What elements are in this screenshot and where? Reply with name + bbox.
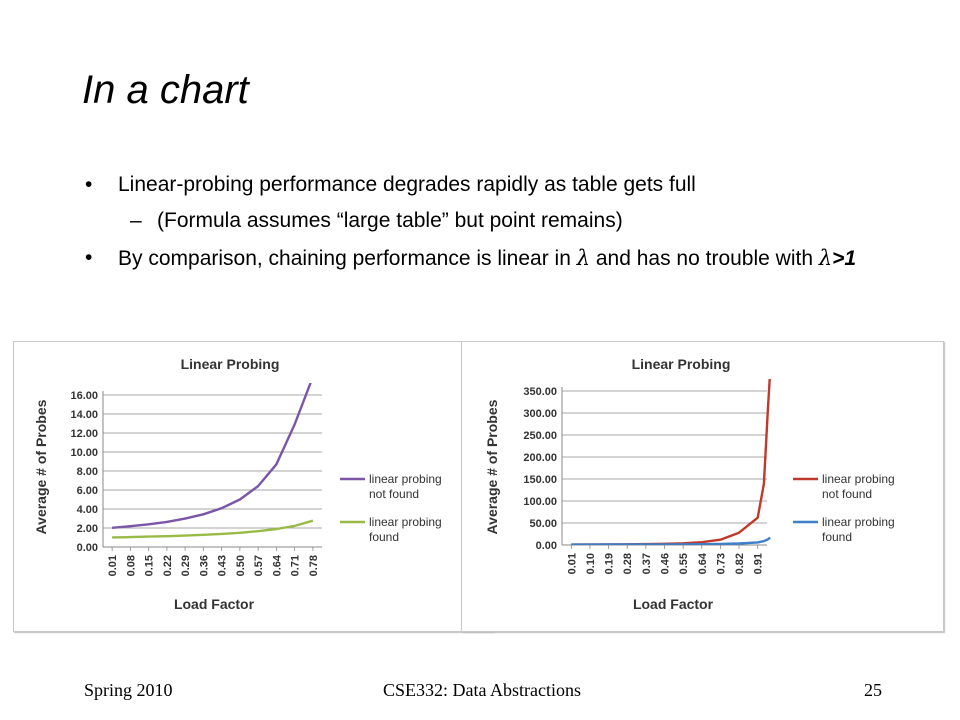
y-tick-label: 300.00 — [523, 408, 557, 420]
x-tick-label: 0.73 — [715, 553, 727, 574]
y-tick-label: 0.00 — [536, 540, 557, 552]
y-tick-label: 350.00 — [523, 386, 557, 398]
bullet-dot: • — [85, 173, 93, 196]
x-tick-label: 0.19 — [604, 553, 616, 574]
x-tick-label: 0.71 — [290, 555, 302, 576]
bullet-text: Linear-probing performance degrades rapi… — [118, 173, 696, 196]
x-tick-label: 0.28 — [622, 553, 634, 574]
bullet-item: • Linear-probing performance degrades ra… — [85, 172, 905, 198]
lambda-symbol: λ — [818, 246, 833, 270]
y-tick-label: 14.00 — [70, 409, 98, 421]
y-tick-label: 250.00 — [523, 430, 557, 442]
chart-linear-probing-large: Linear Probing 0.00 50.00 100.00 150.00 200.0… — [461, 341, 944, 632]
x-axis-title: Load Factor — [174, 596, 255, 612]
y-tick-label: 150.00 — [523, 474, 557, 486]
bullet-item: • By comparison, chaining performance is… — [85, 245, 905, 272]
x-tick-label: 0.37 — [641, 553, 653, 574]
y-tick-label: 2.00 — [77, 523, 98, 535]
bullet-text-part: By comparison, chaining performance is l… — [118, 247, 577, 270]
chart-title: Linear Probing — [181, 356, 280, 372]
legend-label: found — [822, 530, 852, 544]
x-tick-label: 0.55 — [678, 553, 690, 574]
lambda-symbol: λ — [576, 246, 591, 270]
x-tick-label: 0.10 — [585, 553, 597, 574]
legend-label: found — [369, 530, 399, 544]
y-tick-label: 16.00 — [70, 390, 98, 402]
y-tick-label: 12.00 — [70, 428, 98, 440]
x-axis-title: Load Factor — [633, 596, 714, 612]
bullet-text-part: and has no trouble with — [590, 247, 819, 270]
bullet-dot: • — [85, 246, 93, 269]
y-tick-label: 100.00 — [523, 496, 557, 508]
y-tick-label: 0.00 — [77, 542, 98, 554]
chart-svg: Linear Probing 0.00 50.00 100.00 150.00 200.0… — [484, 356, 895, 612]
greater-than-one: >1 — [832, 247, 857, 270]
series-line — [112, 519, 314, 539]
series-line — [571, 536, 771, 545]
x-tick-label: 0.64 — [271, 554, 283, 576]
y-tick-label: 8.00 — [77, 466, 98, 478]
y-tick-label: 10.00 — [70, 447, 98, 459]
series-line — [111, 383, 312, 529]
slide-title: In a chart — [82, 68, 249, 112]
sub-bullet-item: – (Formula assumes “large table” but poi… — [85, 208, 905, 234]
x-tick-label: 0.64 — [697, 552, 709, 574]
y-tick-label: 50.00 — [529, 518, 557, 530]
bullet-list: • Linear-probing performance degrades ra… — [85, 172, 905, 272]
footer-page-number: 25 — [864, 680, 882, 700]
footer-date: Spring 2010 — [84, 680, 173, 700]
legend-label: linear probing — [369, 472, 442, 486]
chart-linear-probing-small: Linear Probing 0.00 2.00 4.00 6.00 8.00 10.00 1… — [13, 341, 494, 632]
y-tick-label: 6.00 — [77, 485, 98, 497]
y-axis-title: Average # of Probes — [484, 399, 500, 534]
x-tick-label: 0.91 — [753, 553, 765, 574]
x-tick-label: 0.08 — [125, 555, 137, 576]
legend-label: linear probing — [369, 515, 442, 529]
y-tick-label: 200.00 — [523, 452, 557, 464]
legend-label: linear probing — [822, 515, 895, 529]
legend-label: not found — [369, 487, 419, 501]
x-tick-label: 0.15 — [144, 555, 156, 576]
x-tick-label: 0.46 — [660, 553, 672, 574]
x-tick-label: 0.57 — [253, 555, 265, 576]
x-tick-label: 0.22 — [162, 555, 174, 576]
sub-bullet-text: (Formula assumes “large table” but point… — [157, 209, 623, 232]
x-tick-label: 0.36 — [198, 555, 210, 576]
series-line — [571, 379, 771, 545]
x-tick-label: 0.78 — [308, 555, 320, 576]
x-tick-label: 0.01 — [107, 555, 119, 576]
sub-bullet-dash: – — [130, 209, 142, 232]
chart-title: Linear Probing — [632, 356, 731, 372]
x-tick-label: 0.82 — [734, 553, 746, 574]
footer-course: CSE332: Data Abstractions — [383, 680, 581, 700]
x-tick-label: 0.43 — [217, 555, 229, 576]
legend-label: linear probing — [822, 472, 895, 486]
x-tick-label: 0.50 — [235, 555, 247, 576]
x-tick-label: 0.29 — [180, 555, 192, 576]
x-tick-label: 0.01 — [566, 553, 578, 574]
legend-label: not found — [822, 487, 872, 501]
y-tick-label: 4.00 — [77, 504, 98, 516]
y-axis-title: Average # of Probes — [33, 399, 49, 534]
chart-svg: Linear Probing 0.00 2.00 4.00 6.00 8.00 10.00 1… — [33, 356, 442, 612]
